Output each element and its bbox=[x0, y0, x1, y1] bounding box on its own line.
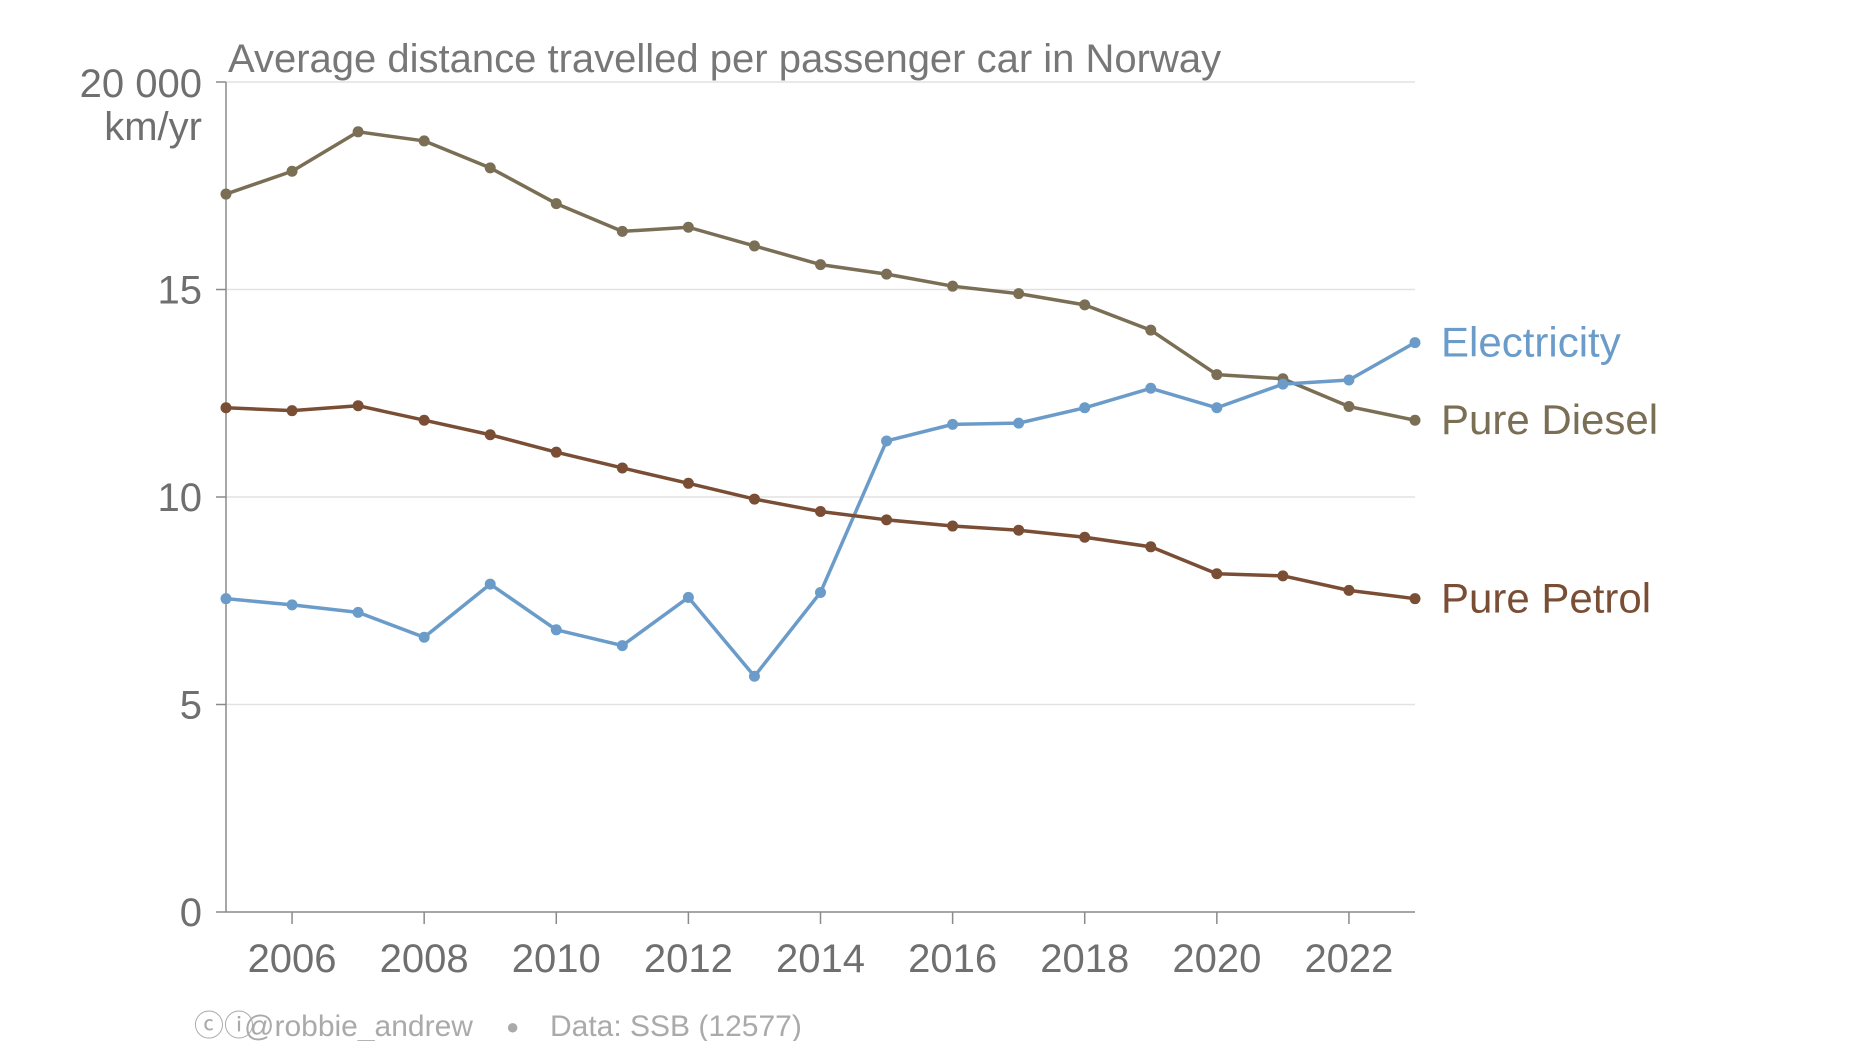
x-tick-label: 2018 bbox=[1040, 937, 1129, 981]
series-labels: Pure Diesel Electricity Pure Petrol bbox=[1441, 319, 1658, 622]
data-point-pure-petrol bbox=[682, 477, 694, 489]
series-label-pure-diesel: Pure Diesel bbox=[1441, 396, 1658, 443]
x-tick-label: 2022 bbox=[1304, 937, 1393, 981]
data-point-pure-petrol bbox=[748, 493, 760, 505]
series-label-pure-petrol: Pure Petrol bbox=[1441, 575, 1651, 622]
x-tick-labels: 2006 2008 2010 2012 2014 2016 2018 2020 2022 bbox=[248, 937, 1394, 981]
data-point-pure-diesel bbox=[748, 240, 760, 252]
data-point-electricity bbox=[1277, 378, 1289, 390]
data-point-pure-diesel bbox=[947, 280, 959, 292]
license-icon: ⓒⓘ bbox=[194, 1010, 254, 1041]
x-tick-label: 2012 bbox=[644, 937, 733, 981]
data-point-electricity bbox=[616, 640, 628, 652]
series-group bbox=[220, 126, 1421, 682]
data-point-pure-petrol bbox=[286, 405, 298, 417]
data-point-pure-petrol bbox=[418, 414, 430, 426]
y-tick-label: 5 bbox=[180, 684, 202, 728]
series-line-pure-petrol bbox=[224, 403, 1417, 601]
data-point-electricity bbox=[748, 670, 760, 682]
data-point-pure-petrol bbox=[1211, 568, 1223, 580]
series-pure-diesel bbox=[220, 126, 1421, 426]
data-point-pure-diesel bbox=[418, 135, 430, 147]
data-point-pure-petrol bbox=[947, 520, 959, 532]
x-tick-label: 2016 bbox=[908, 937, 997, 981]
data-point-electricity bbox=[1079, 402, 1091, 414]
data-point-electricity bbox=[881, 435, 893, 447]
data-point-pure-diesel bbox=[1343, 401, 1355, 413]
data-point-pure-diesel bbox=[286, 165, 298, 177]
data-point-pure-petrol bbox=[1079, 531, 1091, 543]
data-point-pure-petrol bbox=[616, 462, 628, 474]
data-point-pure-diesel bbox=[550, 198, 562, 210]
data-point-electricity bbox=[352, 606, 364, 618]
y-tick-label: 10 bbox=[158, 476, 203, 520]
data-source: Data: SSB (12577) bbox=[550, 1010, 802, 1041]
data-point-pure-petrol bbox=[1013, 524, 1025, 536]
data-point-pure-petrol bbox=[881, 514, 893, 526]
y-tick-label: 15 bbox=[158, 269, 203, 313]
data-point-pure-diesel bbox=[220, 188, 232, 200]
data-point-electricity bbox=[815, 586, 826, 598]
x-tick-label: 2020 bbox=[1172, 937, 1261, 981]
chart-title: Average distance travelled per passenger… bbox=[228, 37, 1221, 81]
data-point-electricity bbox=[947, 418, 959, 430]
data-point-pure-petrol bbox=[815, 506, 826, 518]
data-point-electricity bbox=[1409, 337, 1421, 349]
x-tick-label: 2008 bbox=[380, 937, 469, 981]
data-point-pure-diesel bbox=[1145, 324, 1157, 336]
data-point-pure-diesel bbox=[1079, 299, 1091, 311]
data-point-pure-petrol bbox=[1409, 593, 1421, 605]
y-tick-label: 0 bbox=[180, 891, 202, 935]
data-point-electricity bbox=[286, 599, 298, 611]
data-point-pure-diesel bbox=[682, 221, 694, 233]
data-point-electricity bbox=[418, 631, 430, 643]
y-tick-label-top: 20 000 bbox=[80, 62, 202, 106]
credit-separator: ● bbox=[506, 1014, 519, 1039]
y-tick-labels: 0 5 10 15 bbox=[158, 81, 226, 935]
grid-lines bbox=[226, 81, 1415, 706]
data-point-electricity bbox=[550, 624, 562, 636]
data-point-pure-diesel bbox=[616, 225, 628, 237]
data-point-electricity bbox=[1211, 402, 1223, 414]
data-point-pure-petrol bbox=[352, 400, 364, 412]
data-point-pure-diesel bbox=[484, 162, 496, 174]
series-label-electricity: Electricity bbox=[1441, 319, 1621, 366]
data-point-pure-petrol bbox=[1145, 541, 1157, 553]
data-point-pure-petrol bbox=[484, 429, 496, 441]
y-unit-label: km/yr bbox=[104, 105, 202, 149]
data-point-pure-diesel bbox=[352, 126, 364, 138]
credit-line: ⓒⓘ @robbie_andrew ● Data: SSB (12577) bbox=[194, 1010, 802, 1041]
data-point-pure-diesel bbox=[881, 268, 893, 280]
data-point-electricity bbox=[1145, 382, 1157, 394]
data-point-pure-diesel bbox=[815, 259, 826, 271]
series-line-pure-diesel bbox=[224, 130, 1417, 422]
data-point-electricity bbox=[682, 591, 694, 603]
data-point-electricity bbox=[1013, 417, 1025, 429]
data-point-pure-petrol bbox=[550, 446, 562, 458]
data-point-pure-petrol bbox=[220, 402, 232, 414]
data-point-pure-petrol bbox=[1343, 584, 1355, 596]
data-point-pure-diesel bbox=[1211, 369, 1223, 381]
x-tick-marks bbox=[291, 912, 1350, 924]
x-tick-label: 2014 bbox=[776, 937, 865, 981]
author-handle: @robbie_andrew bbox=[244, 1010, 473, 1041]
series-pure-petrol bbox=[220, 400, 1421, 605]
series-electricity bbox=[220, 337, 1421, 682]
data-point-pure-diesel bbox=[1013, 288, 1025, 300]
x-tick-label: 2006 bbox=[248, 937, 337, 981]
data-point-electricity bbox=[220, 593, 232, 605]
data-point-electricity bbox=[484, 578, 496, 590]
data-point-pure-petrol bbox=[1277, 570, 1289, 582]
x-tick-label: 2010 bbox=[512, 937, 601, 981]
data-point-pure-diesel bbox=[1409, 414, 1421, 426]
data-point-electricity bbox=[1343, 374, 1355, 386]
